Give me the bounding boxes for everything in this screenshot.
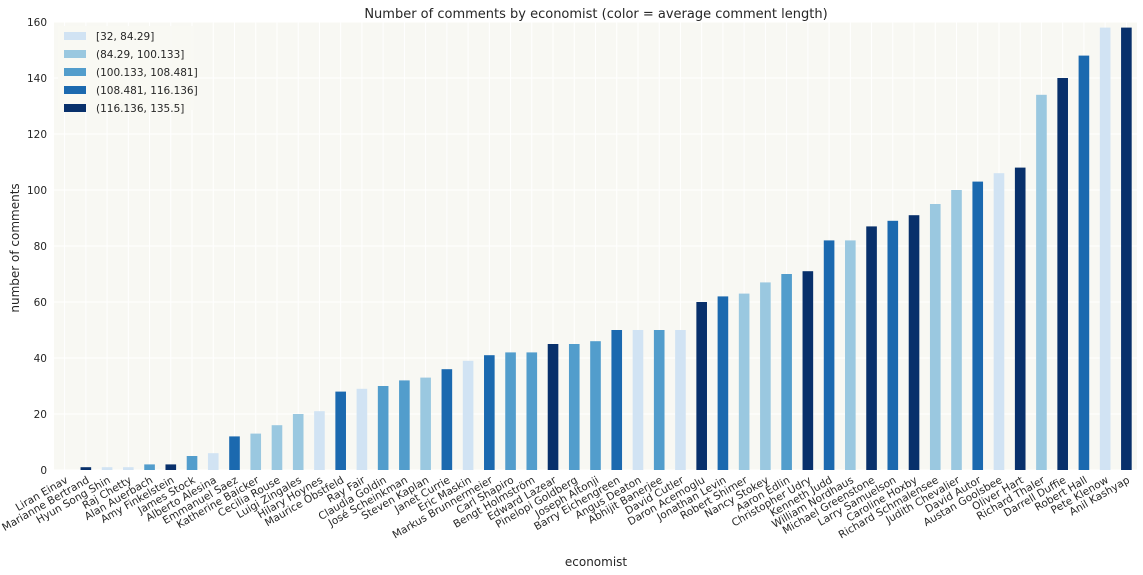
bar (505, 352, 516, 470)
y-tick-label: 120 (27, 129, 47, 141)
bar (229, 436, 240, 470)
bar (399, 380, 410, 470)
y-axis-label: number of comments (8, 183, 22, 312)
bar (250, 433, 262, 470)
legend-swatch (64, 50, 86, 58)
bar (568, 344, 580, 470)
x-axis-label: economist (565, 555, 628, 569)
legend-swatch (64, 68, 86, 76)
bar (1014, 167, 1026, 470)
y-tick-label: 60 (34, 297, 47, 309)
legend-label: (100.133, 108.481] (96, 67, 198, 79)
bar (186, 456, 198, 470)
bar (653, 330, 665, 470)
bar (802, 271, 814, 470)
bar (738, 293, 750, 470)
legend-label: [32, 84.29] (96, 31, 154, 43)
bar (675, 330, 686, 470)
bar (1078, 55, 1090, 470)
bar (929, 204, 941, 470)
bar (144, 464, 155, 470)
y-tick-label: 20 (34, 409, 47, 421)
legend-swatch (64, 86, 86, 94)
bar (632, 330, 644, 470)
y-tick-labels: 0 20 40 60 80 100 120 140 160 (27, 17, 47, 477)
bar (80, 467, 92, 470)
y-tick-label: 100 (27, 185, 47, 197)
bar (696, 302, 707, 470)
bar (462, 360, 474, 470)
bar (441, 369, 453, 470)
y-tick-label: 140 (27, 73, 47, 85)
bar (207, 453, 219, 470)
bar (356, 388, 368, 470)
bar (760, 282, 771, 470)
bar (611, 330, 623, 470)
bar (547, 344, 559, 470)
bar (123, 467, 134, 470)
legend-swatch (64, 104, 86, 112)
bar (377, 386, 389, 470)
bar (1057, 78, 1068, 470)
bar (717, 296, 729, 470)
y-tick-label: 0 (40, 465, 47, 477)
bar (165, 464, 177, 470)
y-tick-label: 40 (34, 353, 47, 365)
chart-title: Number of comments by economist (color =… (364, 7, 827, 22)
bar (271, 425, 283, 470)
bar (292, 414, 304, 470)
y-tick-label: 160 (27, 17, 47, 29)
legend: [32, 84.29] (84.29, 100.133] (100.133, 108… (58, 26, 198, 115)
legend-label: (108.481, 116.136] (96, 85, 198, 97)
bar (314, 411, 325, 470)
bar (993, 173, 1005, 470)
bar (781, 274, 792, 470)
bar (845, 240, 856, 470)
bar (1121, 27, 1132, 470)
bar (951, 190, 962, 470)
bar (335, 391, 346, 470)
bar (887, 220, 899, 470)
y-tick-label: 80 (34, 241, 47, 253)
bar (1036, 94, 1047, 471)
legend-label: (84.29, 100.133] (96, 49, 184, 61)
bar (823, 240, 835, 470)
bar (908, 215, 920, 470)
bar (866, 226, 877, 470)
bars (80, 27, 1132, 471)
bar (590, 341, 601, 470)
bar (101, 467, 113, 470)
legend-swatch (64, 32, 86, 40)
bar (972, 181, 984, 470)
bar (484, 355, 495, 470)
bar (526, 352, 538, 470)
bar (420, 377, 431, 470)
legend-label: (116.136, 135.5] (96, 103, 184, 115)
bar (1099, 27, 1111, 470)
